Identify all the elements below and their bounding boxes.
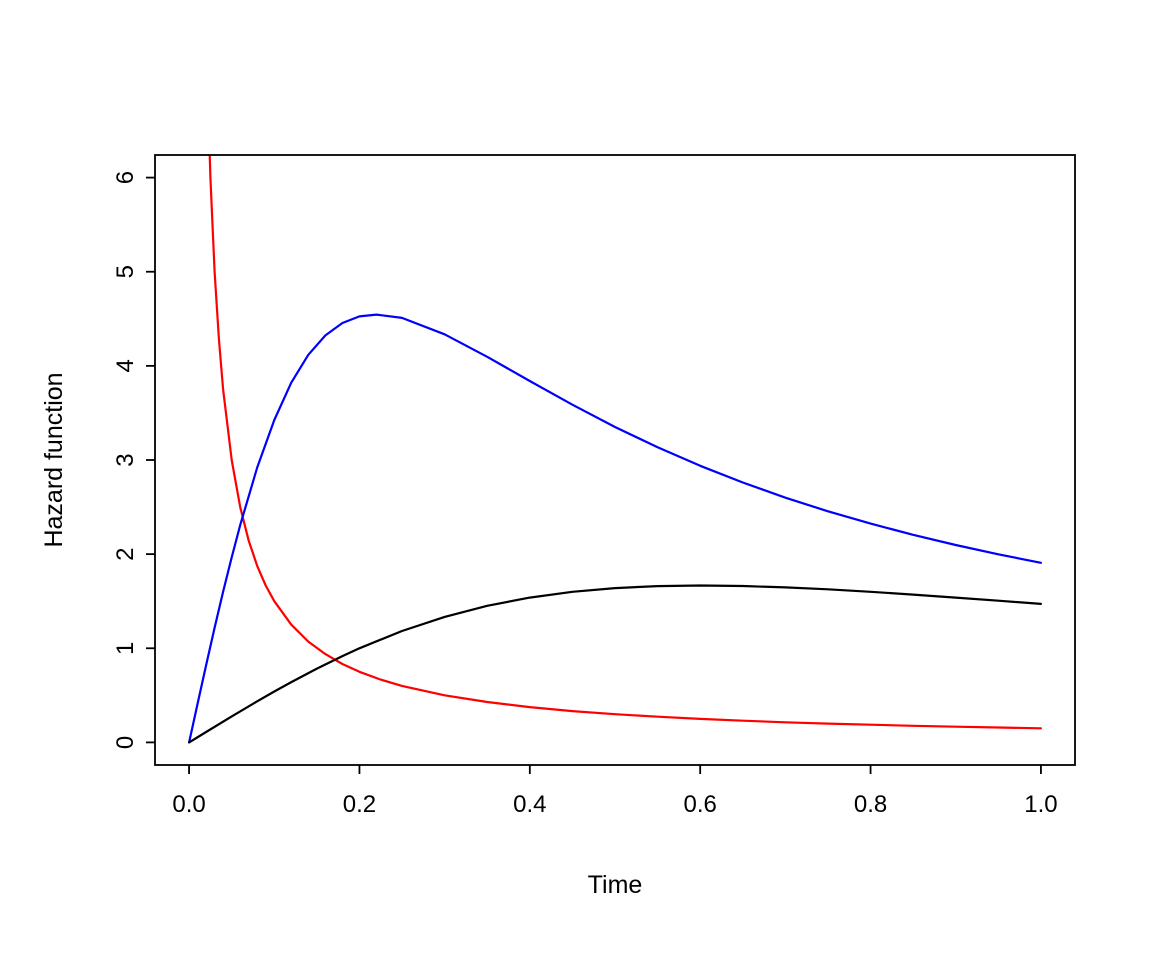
x-tick-label: 0.2 bbox=[343, 791, 376, 818]
y-tick-label: 6 bbox=[112, 171, 139, 184]
y-tick-label: 3 bbox=[112, 453, 139, 466]
x-axis-title: Time bbox=[588, 871, 643, 899]
x-tick-label: 0.0 bbox=[172, 791, 205, 818]
plot-border bbox=[154, 154, 1076, 766]
x-tick-label: 0.8 bbox=[854, 791, 887, 818]
y-tick-label: 5 bbox=[112, 265, 139, 278]
y-tick-label: 1 bbox=[112, 642, 139, 655]
y-axis-title: Hazard function bbox=[40, 372, 68, 547]
y-tick-label: 4 bbox=[112, 359, 139, 372]
black-hump-hazard-curve bbox=[188, 584, 1042, 744]
x-tick-label: 1.0 bbox=[1024, 791, 1057, 818]
y-tick-label: 2 bbox=[112, 547, 139, 560]
plot-area: 0.0 0.2 0.4 0.6 0.8 1.0 0 1 2 3 4 5 6 bbox=[112, 154, 1076, 818]
red-decreasing-hazard-curve bbox=[208, 155, 1042, 730]
x-tick-label: 0.4 bbox=[513, 791, 546, 818]
y-tick-label: 0 bbox=[112, 736, 139, 749]
x-tick-label: 0.6 bbox=[683, 791, 716, 818]
blue-hump-hazard-curve bbox=[188, 313, 1042, 744]
